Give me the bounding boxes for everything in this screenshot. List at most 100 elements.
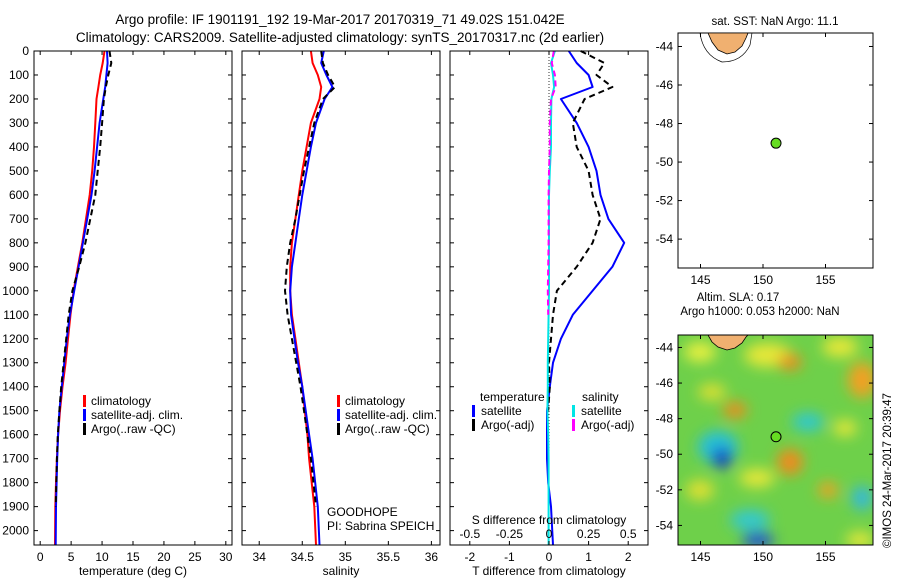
difference-panel: -2 -1 0 1 2T difference from climatology S di… bbox=[449, 50, 649, 578]
imos-timestamp: ©IMOS 24-Mar-2017 20:39:47 bbox=[882, 393, 894, 548]
legend-label-s-satellite: satellite bbox=[581, 404, 622, 418]
series-line-argo-temperature bbox=[547, 50, 614, 411]
plot-frame bbox=[33, 50, 233, 546]
lat-tick-label: -44 bbox=[656, 340, 674, 354]
sla-map-title-1: Altim. SLA: 0.17 bbox=[697, 292, 779, 304]
tasmania-land bbox=[707, 335, 749, 351]
legend-swatch-satellite bbox=[337, 409, 340, 421]
y-tick-label: 1100 bbox=[3, 308, 29, 322]
legend-swatch-climatology bbox=[83, 395, 86, 407]
y-tick-label: 300 bbox=[9, 116, 29, 130]
y-tick-label: 700 bbox=[9, 212, 29, 226]
series-line-sal_argo-salinity bbox=[546, 50, 557, 315]
series-line-climatology-temperature bbox=[54, 50, 106, 546]
x-tick-label: 35 bbox=[339, 550, 353, 564]
temperature-panel: 0 5 10 15 20 25 300100200300400500600700800900… bbox=[2, 44, 233, 578]
sla-high bbox=[822, 337, 858, 357]
series-line-satellite-temperature bbox=[54, 50, 109, 546]
sla-map: Altim. SLA: 0.17 Argo h1000: 0.053 h2000… bbox=[656, 292, 894, 564]
y-tick-label: 100 bbox=[9, 68, 29, 82]
lat-tick-label: -54 bbox=[656, 232, 674, 246]
top-tick-label: -0.5 bbox=[459, 527, 480, 541]
sst-map: sat. SST: NaN Argo: 11.1 -44 -46 -48 -50 -52… bbox=[656, 16, 874, 287]
shelf-contour bbox=[699, 33, 753, 63]
sla-low-core bbox=[742, 532, 774, 545]
sla-map-frame bbox=[677, 334, 874, 546]
sla-low bbox=[792, 413, 824, 431]
legend-label-satellite: satellite-adj. clim. bbox=[91, 408, 183, 422]
y-tick-label: 1300 bbox=[2, 356, 29, 370]
y-tick-label: 1700 bbox=[2, 452, 29, 466]
lon-tick-label: 145 bbox=[690, 273, 710, 287]
x-tick-label: 15 bbox=[126, 550, 140, 564]
lat-tick-label: -54 bbox=[656, 518, 674, 532]
legend-label-satellite: satellite-adj. clim. bbox=[345, 408, 437, 422]
x-axis-label: salinity bbox=[323, 564, 360, 578]
float-position-marker bbox=[770, 137, 782, 149]
lat-tick-label: -48 bbox=[656, 412, 674, 426]
x-tick-label: 30 bbox=[219, 550, 233, 564]
y-tick-label: 800 bbox=[9, 236, 29, 250]
y-tick-label: 1600 bbox=[2, 428, 29, 442]
sla-anomalies bbox=[684, 337, 873, 545]
x-axis-label: T difference from climatology bbox=[472, 564, 626, 578]
legend-title-temperature: temperature bbox=[480, 390, 545, 404]
y-tick-label: 600 bbox=[9, 188, 29, 202]
lon-tick-label: 150 bbox=[753, 550, 773, 564]
salinity-legend: climatology satellite-adj. clim. Argo(..… bbox=[327, 394, 437, 533]
x-tick-label: 20 bbox=[157, 550, 171, 564]
legend-label-argo: Argo(..raw -QC) bbox=[91, 422, 176, 436]
top-tick-label: 0 bbox=[546, 527, 553, 541]
sla-high bbox=[739, 469, 775, 487]
salinity-panel: 34 34.5 35 35.5 36 salinity bbox=[241, 50, 441, 578]
lon-tick-label: 150 bbox=[753, 273, 773, 287]
x-tick-label: 34 bbox=[253, 550, 267, 564]
sla-high bbox=[833, 420, 857, 436]
x-tick-label: 10 bbox=[95, 550, 109, 564]
y-tick-label: 1500 bbox=[2, 404, 29, 418]
sla-high bbox=[846, 532, 873, 545]
legend-swatch-s-satellite bbox=[572, 405, 575, 417]
y-tick-label: 0 bbox=[22, 44, 29, 58]
top-tick-label: 0.5 bbox=[620, 527, 637, 541]
x-tick-label: 0 bbox=[37, 550, 44, 564]
difference-legend: temperature satellite Argo(-adj) salinit… bbox=[472, 390, 634, 432]
y-tick-label: 1900 bbox=[2, 500, 29, 514]
y-tick-label: 900 bbox=[9, 260, 29, 274]
x-tick-label: 36 bbox=[425, 550, 439, 564]
tasmania-outline-top bbox=[699, 33, 753, 63]
legend-swatch-satellite bbox=[83, 409, 86, 421]
sla-high bbox=[698, 384, 726, 400]
plot-frame bbox=[241, 50, 441, 546]
legend-label-climatology: climatology bbox=[91, 394, 151, 408]
lat-tick-label: -46 bbox=[656, 376, 674, 390]
legend-swatch-climatology bbox=[337, 395, 340, 407]
lat-tick-label: -50 bbox=[656, 447, 674, 461]
legend-swatch-s-argo bbox=[572, 419, 575, 431]
x-tick-label: -2 bbox=[464, 550, 475, 564]
sla-high bbox=[778, 354, 802, 370]
x-tick-label: 25 bbox=[188, 550, 202, 564]
x-tick-label: 2 bbox=[625, 550, 632, 564]
y-tick-label: 2000 bbox=[2, 524, 29, 538]
sst-map-frame bbox=[677, 32, 874, 269]
sla-high bbox=[723, 402, 747, 418]
sla-high bbox=[848, 362, 873, 398]
series-line-sal_satellite-salinity bbox=[546, 50, 556, 545]
x-tick-label: 0 bbox=[546, 550, 553, 564]
lon-tick-label: 155 bbox=[815, 273, 835, 287]
series-line-argo-temperature bbox=[54, 50, 113, 507]
sla-high bbox=[777, 449, 803, 475]
x-tick-label: 5 bbox=[68, 550, 75, 564]
sla-low bbox=[730, 510, 770, 530]
y-tick-label: 400 bbox=[9, 140, 29, 154]
tasmania-land bbox=[707, 33, 749, 55]
top-axis-label: S difference from climatology bbox=[472, 513, 627, 527]
sla-high bbox=[684, 342, 716, 362]
y-tick-label: 1400 bbox=[2, 380, 29, 394]
series-line-argo-salinity bbox=[284, 50, 336, 507]
legend-swatch-t-argo bbox=[472, 419, 475, 431]
temperature-legend: climatology satellite-adj. clim. Argo(..… bbox=[83, 394, 183, 436]
sla-low bbox=[852, 486, 872, 510]
